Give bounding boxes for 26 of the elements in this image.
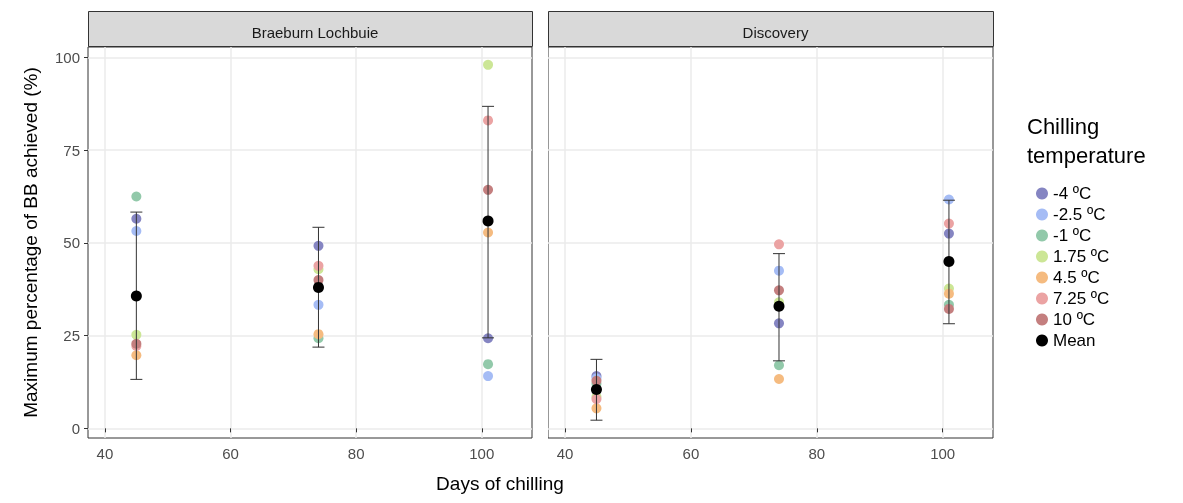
x-axis-title: Days of chilling [435,473,565,495]
x-tick-label: 100 [469,445,495,462]
y-tick-label: 25 [63,327,80,345]
legend-label: -1 ºC [1053,226,1092,245]
x-tick-label: 80 [347,445,365,462]
legend-label: 10 ºC [1053,310,1096,329]
x-tick-label: 40 [96,445,114,462]
x-tick-label: 40 [556,445,574,462]
y-tick-label: 100 [54,48,80,66]
x-tick-label: 60 [222,445,239,462]
legend-title: Chilling temperature [1027,114,1146,168]
legend-label: 7.25 ºC [1053,289,1110,308]
chart-title: Braeburn Lochbuie [251,24,379,41]
x-tick-label: 80 [808,445,826,462]
chart-title: Discovery [742,24,809,41]
y-axis-title: Maximum percentage of BB achieved (%) [20,67,41,418]
legend-label: 4.5 ºC [1053,268,1100,287]
x-tick-label: 60 [682,445,700,462]
y-tick-label: 50 [63,234,80,252]
y-tick-label: 0 [71,419,80,437]
legend-label: -4 ºC [1053,184,1092,203]
y-tick-label: 75 [63,141,80,159]
legend-label: -2.5 ºC [1053,205,1106,224]
legend-label: 1.75 ºC [1053,247,1110,266]
x-tick-label: 100 [930,445,956,462]
legend-label: Mean [1053,331,1096,350]
